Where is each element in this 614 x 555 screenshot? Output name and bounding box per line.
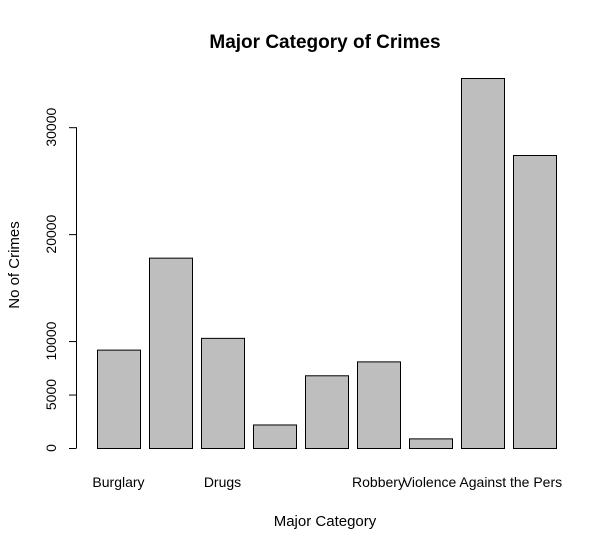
y-tick-label: 0 (43, 444, 59, 452)
bar-3 (253, 424, 297, 450)
bar-5 (357, 361, 401, 449)
bar-7 (461, 78, 505, 449)
bar-0 (97, 349, 141, 449)
y-axis-title: No of Crimes (6, 221, 23, 309)
y-axis: 0 5000 10000 20000 30000 (43, 108, 77, 452)
bar-6 (409, 438, 453, 450)
x-tick-label: Drugs (204, 474, 241, 490)
y-tick-label: 30000 (43, 108, 59, 147)
bar-4 (305, 375, 349, 449)
y-tick-label: 5000 (43, 379, 59, 410)
x-tick-label: Burglary (92, 474, 144, 490)
y-tick-label: 20000 (43, 214, 59, 253)
x-axis-title: Major Category (274, 513, 377, 530)
x-tick-label: Violence Against the Pers (403, 474, 562, 490)
bar-8 (513, 154, 557, 449)
chart-title: Major Category of Crimes (209, 32, 440, 53)
bars-group (97, 78, 557, 450)
bar-1 (149, 257, 193, 449)
bar-2 (201, 337, 245, 450)
x-tick-label: Robbery (352, 474, 405, 490)
y-tick-label: 10000 (43, 321, 59, 360)
